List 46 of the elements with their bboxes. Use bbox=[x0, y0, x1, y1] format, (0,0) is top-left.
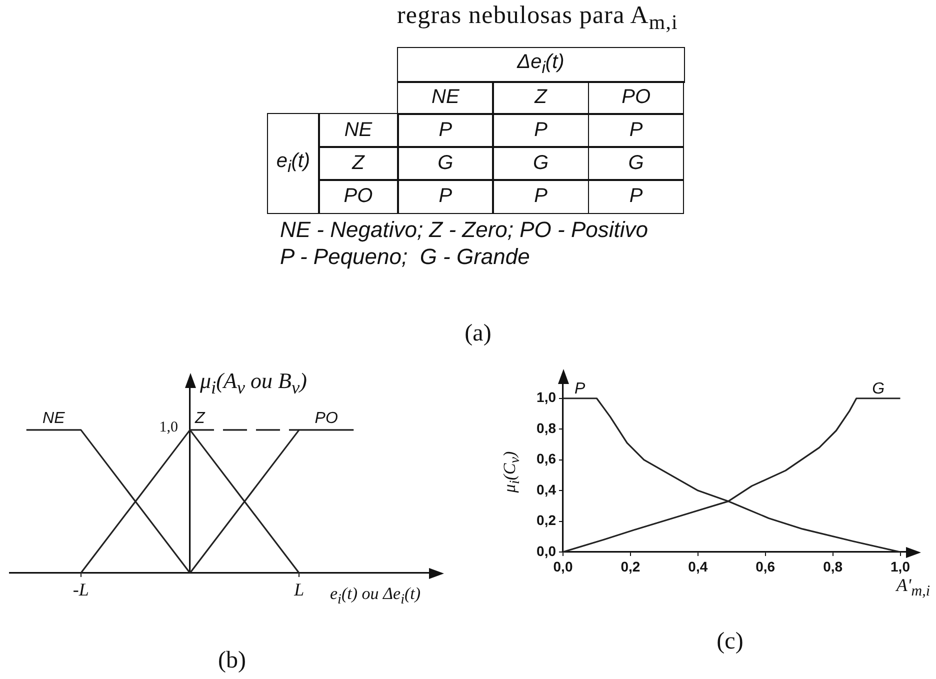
text: e$_{i}$(t) bbox=[276, 150, 310, 177]
category-label: NE bbox=[432, 86, 460, 110]
series-label: Z bbox=[194, 410, 206, 427]
series-label: PO bbox=[314, 410, 338, 427]
y-tick-label: 1,0 bbox=[536, 389, 556, 406]
text: (c) bbox=[716, 628, 744, 656]
x-tick-label: L bbox=[293, 580, 304, 600]
text: (b) bbox=[218, 648, 246, 674]
text: P bbox=[438, 184, 452, 207]
annotation: 1,0 bbox=[159, 419, 178, 436]
x-axis-title: e$_{i}$(t) ou Δe$_{i}$(t) bbox=[330, 584, 421, 608]
category-label: PO bbox=[622, 86, 651, 110]
x-axis-title: A'$_{m,i}$ bbox=[896, 575, 930, 601]
text: G bbox=[532, 152, 549, 174]
x-tick-label: 0,6 bbox=[756, 558, 776, 574]
series-label: G bbox=[872, 380, 885, 398]
category-label: PO bbox=[344, 184, 373, 207]
y-tick-label: 0,6 bbox=[536, 450, 556, 467]
x-tick-label: 0,8 bbox=[823, 558, 843, 574]
text: regras nebulosas para A$_{m,i}$ bbox=[397, 2, 678, 35]
x-tick-label: -L bbox=[72, 580, 89, 600]
text: G bbox=[628, 152, 644, 174]
y-tick-label: 0,2 bbox=[536, 512, 556, 528]
text: P bbox=[438, 118, 452, 141]
y-tick-label: 0,8 bbox=[536, 420, 556, 436]
text: P bbox=[534, 184, 548, 207]
y-tick-label: 0,0 bbox=[536, 542, 556, 559]
text: P bbox=[534, 118, 548, 141]
text: P bbox=[629, 118, 643, 141]
text: G bbox=[438, 152, 454, 174]
x-tick-label: 0,2 bbox=[620, 558, 640, 574]
category-label: Z bbox=[352, 152, 364, 174]
y-tick-label: 0,4 bbox=[536, 481, 556, 498]
text: P bbox=[629, 184, 643, 207]
category-label: NE bbox=[344, 118, 372, 141]
text: P - Pequeno; G - Grande bbox=[280, 244, 530, 270]
series-label: NE bbox=[42, 410, 66, 427]
x-tick-label: 0,4 bbox=[688, 558, 708, 574]
x-tick-label: 0,0 bbox=[553, 558, 573, 574]
text: (a) bbox=[464, 320, 492, 348]
series-label: P bbox=[574, 380, 586, 398]
y-axis-title: μ$_{i}$(A$_{v}$ ou B$_{v}$) bbox=[200, 368, 307, 398]
text: Δe$_{i}$(t) bbox=[517, 51, 564, 78]
x-tick-label: 1,0 bbox=[890, 558, 910, 574]
text: NE - Negativo; Z - Zero; PO - Positivo bbox=[280, 217, 648, 243]
category-label: Z bbox=[534, 86, 547, 110]
